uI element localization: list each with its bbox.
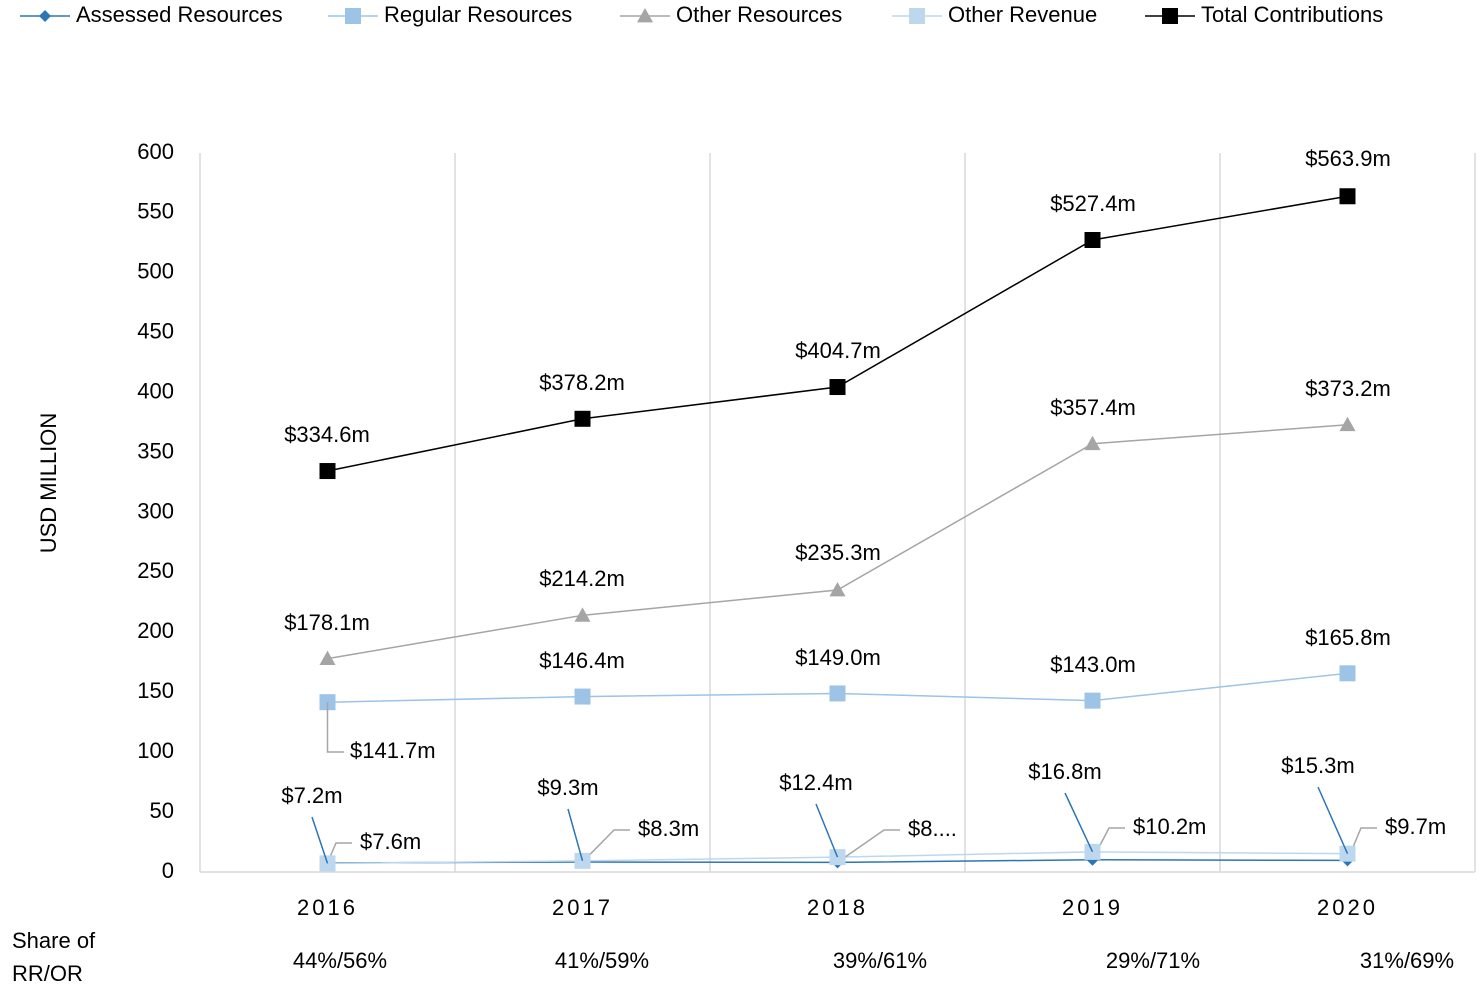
data-label: $143.0m [1050,652,1136,677]
marker [1084,231,1101,248]
y-tick-label: 450 [137,319,174,344]
leader-line [1317,786,1349,854]
marker [1084,435,1101,451]
marker [574,607,591,622]
leader-line [326,702,344,753]
y-axis-title: USD MILLION [36,413,61,554]
y-tick-label: 350 [137,438,174,463]
footer-value: 39%/61% [833,948,927,973]
marker [1084,692,1101,709]
legend-label: Other Resources [676,2,842,27]
footer-value: 31%/69% [1360,948,1454,973]
data-label: $8.3m [638,816,699,841]
marker [829,379,846,396]
data-label: $214.2m [539,566,625,591]
y-tick-label: 550 [137,199,174,224]
data-label: $16.8m [1028,759,1101,784]
marker [574,688,591,705]
marker [1339,665,1356,682]
data-label: $10.2m [1133,814,1206,839]
legend-label: Total Contributions [1201,2,1383,27]
leader-line [311,816,329,864]
leader-line [815,803,839,858]
data-label: $15.3m [1281,753,1354,778]
y-tick-label: 500 [137,259,174,284]
data-label: $178.1m [284,610,370,635]
series-line [327,195,1348,472]
data-label: $334.6m [284,422,370,447]
y-tick-label: 400 [137,378,174,403]
data-label: $357.4m [1050,395,1136,420]
marker [319,650,336,665]
marker [1339,188,1356,205]
marker [1339,416,1356,432]
x-tick-label: 2016 [297,895,358,920]
data-label: $9.7m [1385,814,1446,839]
y-tick-label: 0 [162,858,174,883]
data-label: $165.8m [1305,625,1391,650]
footer-value: 44%/56% [293,948,387,973]
legend-label: Other Revenue [948,2,1097,27]
footer-label: Share of RR/OR [12,928,96,986]
data-label: $149.0m [795,645,881,670]
marker [345,8,361,24]
data-label: $141.7m [350,738,436,763]
data-label: $7.6m [360,829,421,854]
legend-label: Regular Resources [384,2,572,27]
x-tick-label: 2019 [1062,895,1123,920]
x-tick-label: 2018 [807,895,868,920]
marker [829,685,846,702]
data-label: $12.4m [779,770,852,795]
y-tick-label: 150 [137,678,174,703]
marker [319,463,336,480]
footer-value: 41%/59% [555,948,649,973]
y-tick-label: 250 [137,558,174,583]
leader-line [581,829,630,863]
data-label: $8.... [908,816,957,841]
y-tick-label: 50 [150,798,174,823]
leader-line [567,808,584,862]
y-tick-label: 300 [137,498,174,523]
y-tick-label: 200 [137,618,174,643]
footer-value: 29%/71% [1106,948,1200,973]
marker [39,10,51,22]
marker [829,582,846,597]
y-tick-label: 100 [137,738,174,763]
data-label: $404.7m [795,338,881,363]
marker [574,410,591,427]
leader-line [1064,792,1094,853]
data-label: $235.3m [795,540,881,565]
data-label: $9.3m [537,775,598,800]
y-tick-label: 600 [137,139,174,164]
data-label: $378.2m [539,370,625,395]
x-tick-label: 2017 [552,895,613,920]
data-label: $563.9m [1305,146,1391,171]
data-label: $527.4m [1050,191,1136,216]
marker [909,8,925,24]
data-label: $7.2m [281,783,342,808]
marker [637,8,653,23]
x-tick-label: 2020 [1317,895,1378,920]
legend-label: Assessed Resources [76,2,283,27]
marker [1162,8,1178,24]
data-label: $373.2m [1305,376,1391,401]
data-label: $146.4m [539,648,625,673]
leader-line [837,829,900,864]
